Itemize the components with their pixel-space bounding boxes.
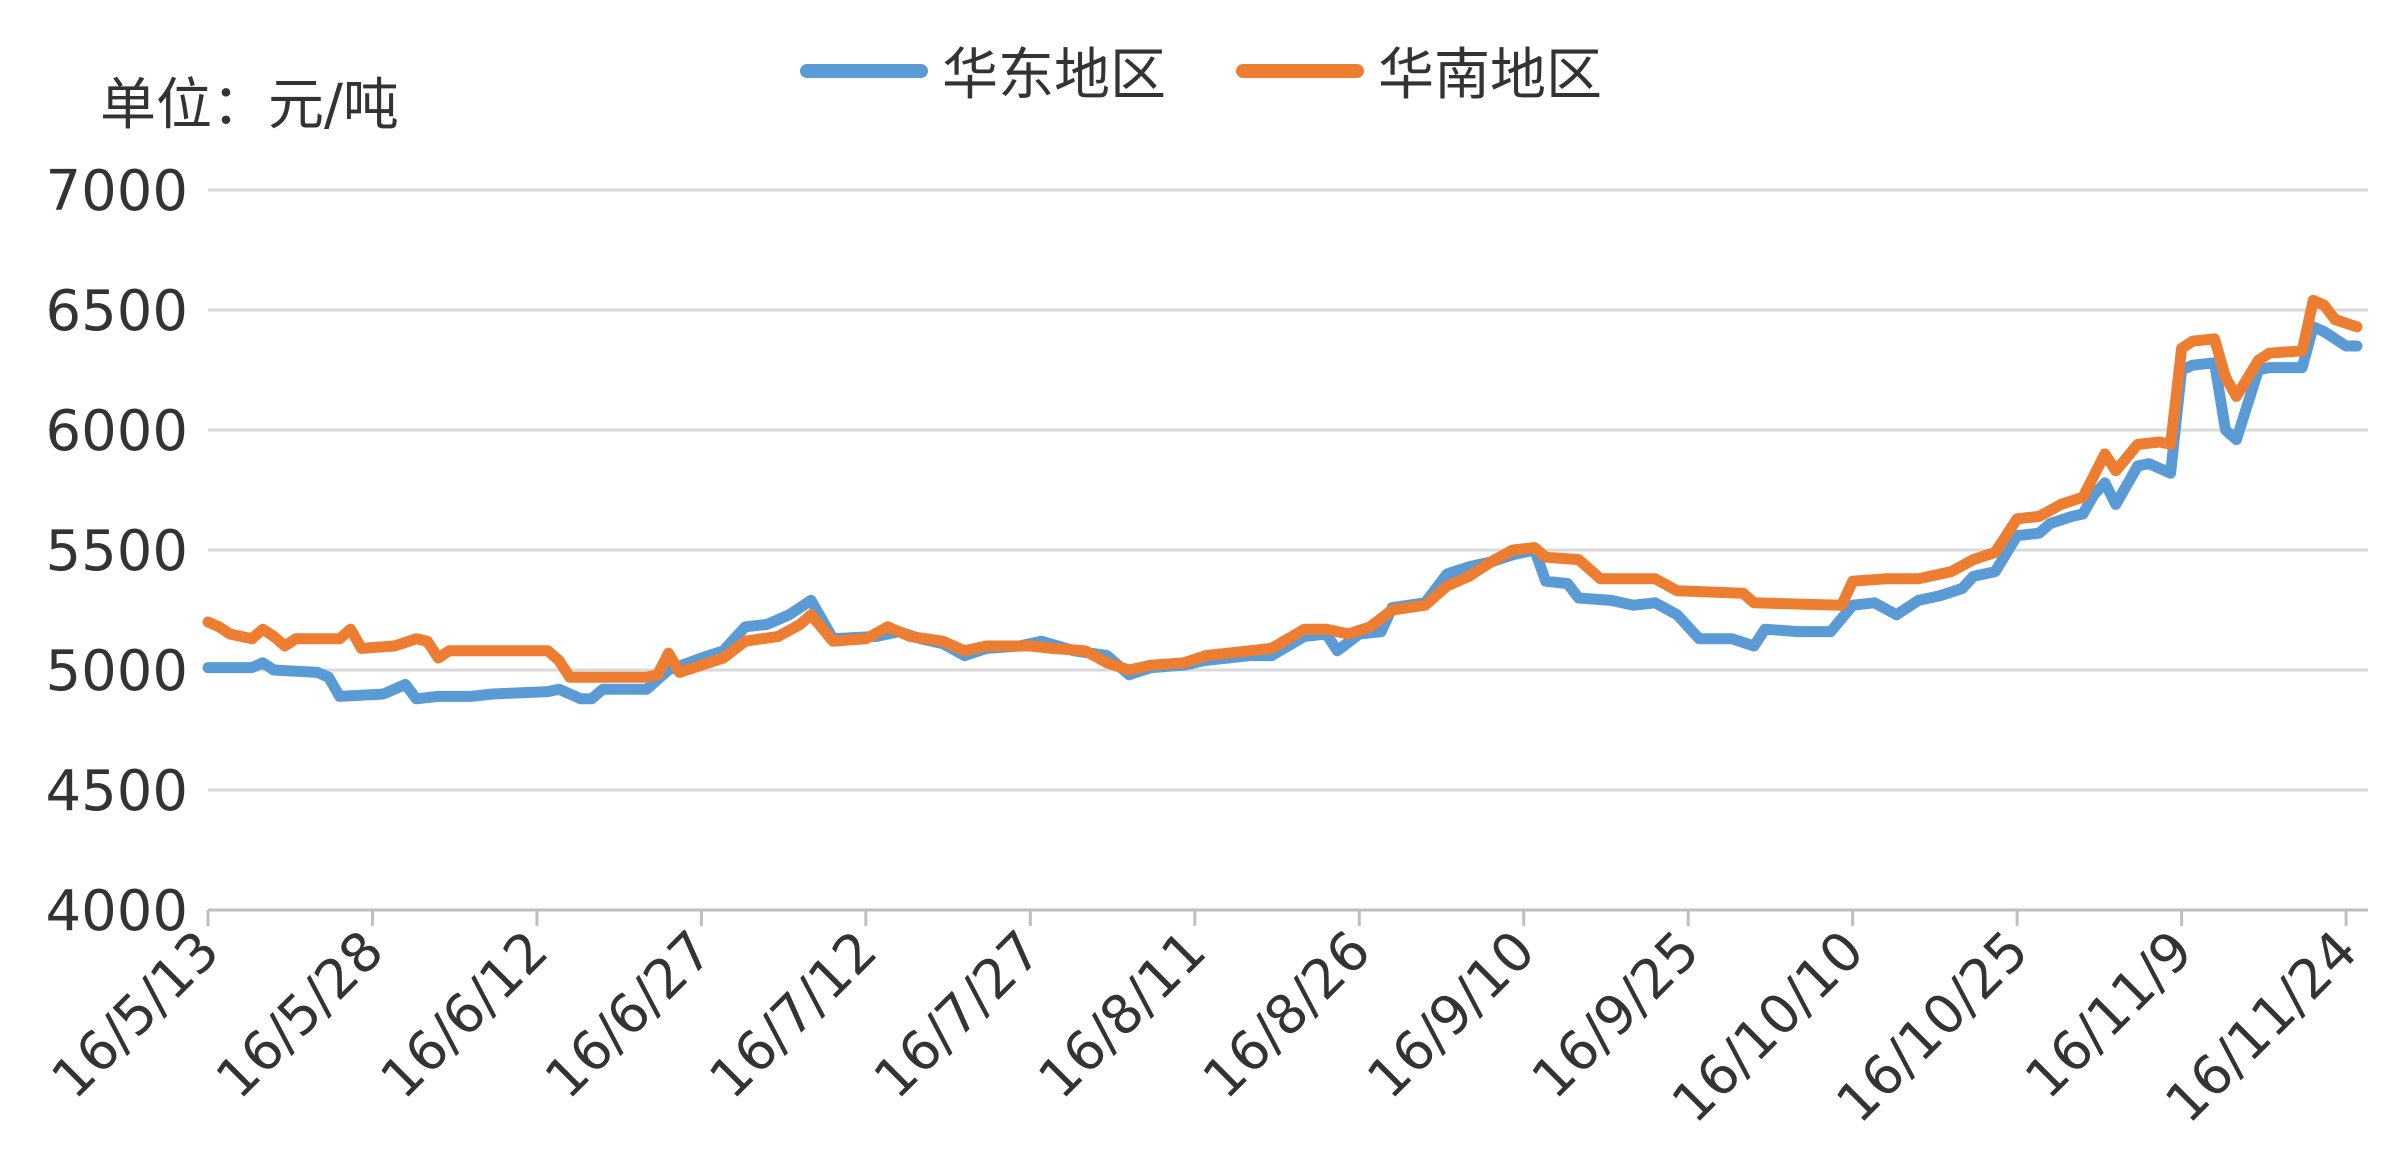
legend-label-south: 华南地区 (1378, 43, 1602, 108)
legend-swatch-east (800, 63, 928, 78)
series-line-south (202, 294, 2363, 683)
x-tick-label: 16/8/26 (1191, 919, 1383, 1111)
legend: 华东地区 华南地区 (800, 30, 1672, 111)
y-tick-label: 4000 (45, 879, 188, 944)
y-tick-label: 6500 (45, 279, 188, 344)
y-tick-label: 5500 (45, 519, 188, 584)
unit-label: 单位：元/吨 (100, 73, 399, 138)
y-tick-label: 7000 (45, 159, 188, 224)
x-tick-label: 16/7/27 (862, 919, 1054, 1111)
x-tick-label: 16/5/28 (204, 919, 396, 1111)
y-tick-label: 6000 (45, 399, 188, 464)
x-tick-label: 16/9/10 (1355, 919, 1547, 1111)
x-tick-label: 16/5/13 (39, 919, 231, 1111)
legend-item-east: 华东地区 (800, 30, 1166, 111)
y-tick-label: 5000 (45, 639, 188, 704)
legend-item-south: 华南地区 (1236, 30, 1602, 111)
x-tick-label: 16/7/12 (697, 919, 889, 1111)
y-tick-label: 4500 (45, 759, 188, 824)
x-tick-label: 16/6/27 (533, 919, 725, 1111)
legend-label-east: 华东地区 (942, 43, 1166, 108)
legend-swatch-south (1236, 63, 1364, 78)
x-tick-label: 16/6/12 (368, 919, 560, 1111)
x-tick-label: 16/8/11 (1026, 919, 1218, 1111)
